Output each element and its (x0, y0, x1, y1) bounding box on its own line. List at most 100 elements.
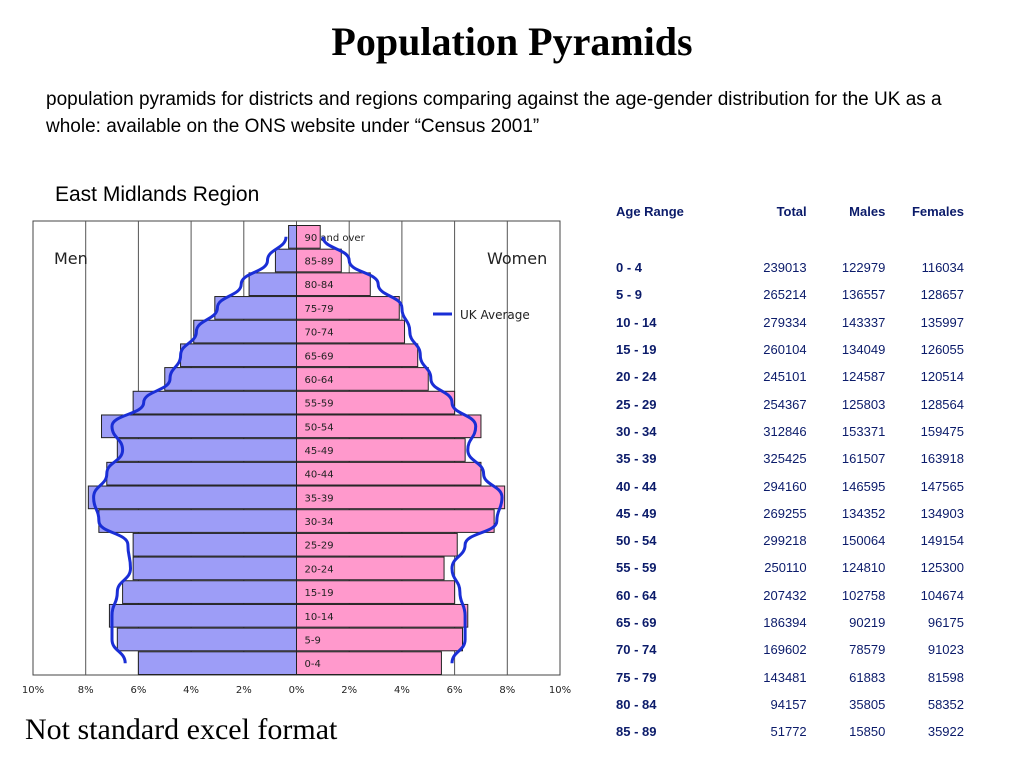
table-row: 55 - 59 250110 124810 125300 (612, 554, 968, 581)
women-bar (296, 485, 506, 510)
women-bar (296, 580, 456, 604)
header-females: Females (911, 204, 964, 219)
cell-males: 134352 (841, 505, 886, 521)
header-males: Males (849, 204, 886, 219)
x-tick-label: 4% (183, 685, 199, 696)
cell-females: 135997 (920, 314, 964, 330)
cell-total: 207432 (763, 587, 807, 603)
x-tick-label: 8% (78, 685, 94, 696)
uk-average-line-men (92, 236, 288, 664)
table-row: 15 - 19 260104 134049 126055 (612, 336, 968, 363)
cell-males: 150064 (841, 533, 886, 549)
men-bar (122, 580, 297, 604)
x-tick-label: 2% (341, 685, 357, 696)
x-tick-label: 8% (499, 685, 515, 696)
age-label: 45-49 (305, 446, 334, 457)
women-bar (296, 603, 469, 628)
cell-females: 128657 (920, 287, 964, 303)
cell-males: 125803 (841, 396, 886, 412)
cell-females: 134903 (920, 505, 964, 521)
women-bar (296, 296, 400, 320)
cell-males: 35805 (849, 696, 886, 712)
women-bar (296, 343, 419, 368)
age-label: 25-29 (305, 541, 334, 552)
cell-age-range: 25 - 29 (616, 396, 657, 412)
cell-females: 35922 (927, 724, 964, 740)
men-bar (116, 438, 297, 462)
table-row: 80 - 84 94157 35805 58352 (612, 691, 968, 718)
cell-total: 260104 (763, 342, 807, 358)
cell-males: 61883 (849, 669, 886, 685)
cell-females: 128564 (920, 396, 964, 412)
cell-females: 116034 (921, 260, 964, 276)
cell-males: 90219 (849, 615, 886, 630)
men-bar (193, 319, 297, 344)
age-label: 75-79 (305, 304, 334, 315)
men-label: Men (54, 249, 88, 268)
cell-total: 250110 (764, 560, 807, 576)
cell-males: 153371 (841, 423, 886, 439)
age-label: 85-89 (305, 257, 334, 268)
header-age-range: Age Range (616, 204, 684, 219)
cell-age-range: 65 - 69 (616, 615, 657, 630)
age-label: 65-69 (305, 351, 334, 362)
men-bar (132, 556, 297, 581)
men-bar (98, 509, 297, 533)
women-bar (296, 319, 406, 344)
cell-females: 58352 (927, 696, 964, 712)
women-bar (296, 248, 342, 273)
cell-total: 51772 (770, 724, 807, 740)
women-bar (296, 414, 482, 439)
women-bar (296, 367, 429, 391)
cell-females: 163918 (920, 451, 964, 467)
age-label: 30-34 (305, 517, 334, 528)
cell-females: 125300 (920, 560, 964, 576)
cell-age-range: 0 - 4 (616, 260, 643, 276)
age-label: 50-54 (305, 422, 334, 433)
age-label: 20-24 (305, 564, 334, 575)
age-label: 90 and over (305, 233, 366, 244)
cell-males: 161507 (841, 451, 886, 467)
cell-females: 147565 (920, 478, 964, 494)
women-bar (296, 651, 442, 676)
cell-age-range: 35 - 39 (616, 451, 657, 467)
men-bar (164, 367, 297, 391)
cell-age-range: 10 - 14 (616, 314, 657, 330)
table-row: 70 - 74 169602 78579 91023 (612, 636, 968, 663)
cell-females: 126055 (920, 342, 964, 358)
cell-age-range: 45 - 49 (616, 505, 657, 521)
age-label: 0-4 (305, 659, 321, 670)
uk-average-line-women (321, 236, 504, 664)
women-bar (296, 509, 495, 533)
men-bar (274, 248, 298, 273)
age-label: 80-84 (305, 280, 334, 291)
cell-females: 120514 (920, 369, 964, 385)
cell-total: 299218 (763, 533, 807, 549)
age-label: 35-39 (305, 493, 334, 504)
women-bar (296, 532, 458, 557)
x-tick-label: 10% (22, 685, 44, 696)
women-bar (296, 627, 464, 652)
women-label: Women (487, 249, 547, 268)
cell-total: 239013 (763, 260, 807, 276)
men-bar (132, 532, 297, 557)
table-row: 20 - 24 245101 124587 120514 (612, 363, 968, 390)
cell-males: 15850 (849, 724, 886, 740)
cell-total: 254367 (763, 396, 807, 412)
table-row: 35 - 39 325425 161507 163918 (612, 445, 968, 472)
cell-females: 159475 (920, 423, 964, 439)
men-bar (214, 296, 297, 320)
table-row: 85 - 89 51772 15850 35922 (612, 718, 968, 745)
cell-age-range: 50 - 54 (616, 533, 657, 549)
cell-males: 143337 (841, 314, 886, 330)
population-table: Age Range Total Males Females 0 - 4 23901… (612, 202, 968, 745)
age-label: 5-9 (305, 635, 321, 646)
men-bar (106, 461, 297, 486)
cell-females: 96175 (927, 615, 964, 630)
x-tick-label: 6% (130, 685, 146, 696)
cell-age-range: 85 - 89 (616, 724, 657, 740)
page-title: Population Pyramids (331, 19, 693, 64)
table-row: 75 - 79 143481 61883 81598 (612, 663, 968, 690)
table-body: 0 - 4 239013 122979 116034 5 - 9 265214 136557… (612, 254, 968, 745)
cell-males: 134049 (841, 342, 886, 358)
